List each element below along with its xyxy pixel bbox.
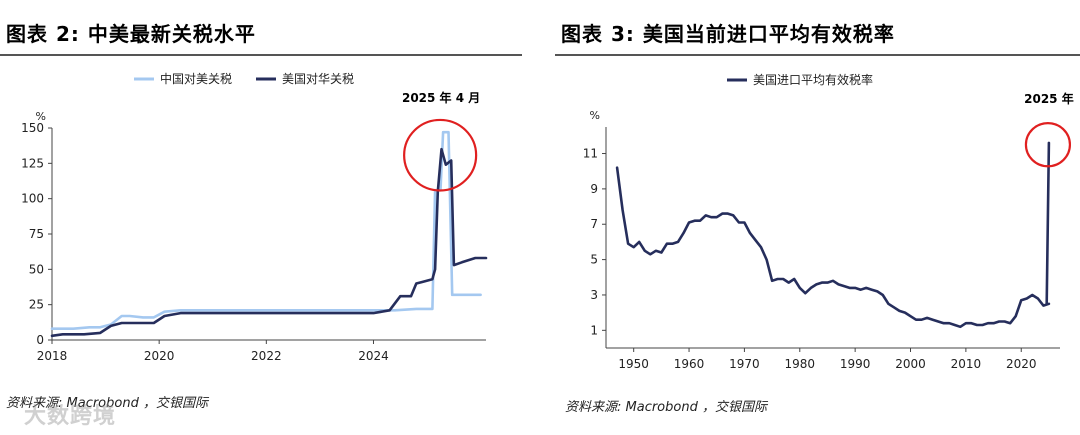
fig3-y-tick-label: 3 — [590, 288, 598, 302]
watermark: 大数跨境 — [24, 404, 117, 429]
figure-2-title: 图表 2: 中美最新关税水平 — [6, 22, 256, 46]
fig3-x-tick-label: 1990 — [840, 357, 871, 371]
fig3-series-line-0 — [615, 166, 1051, 329]
fig3-y-tick-label: 11 — [583, 147, 598, 161]
fig2-x-tick-label: 2022 — [251, 349, 282, 363]
fig2-x-tick-label: 2020 — [144, 349, 175, 363]
fig3-x-tick-label: 2000 — [895, 357, 926, 371]
fig3-y-unit: % — [590, 109, 600, 122]
fig3-y-tick-label: 9 — [590, 182, 598, 196]
figure-3-source: 资料来源: Macrobond ，交银国际 — [565, 400, 767, 415]
fig2-annotation-circle — [403, 118, 478, 192]
fig3-annotation-circle — [1024, 122, 1072, 168]
fig3-x-tick-label: 1980 — [785, 357, 816, 371]
fig2-legend-label-0: 中国对美关税 — [160, 71, 232, 86]
fig2-x-tick-label: 2018 — [37, 349, 68, 363]
figure-3-title-rule — [555, 54, 1080, 56]
fig2-annotation-label: 2025 年 4 月 — [402, 90, 480, 105]
fig2-y-tick-label: 100 — [21, 192, 44, 206]
fig3-series-line-1 — [1045, 141, 1051, 306]
figure-3-panel: 图表 3: 美国当前进口平均有效税率 % 1 3 5 7 9 11 1950 1960 1970 1… — [555, 0, 1080, 435]
fig3-y-tick-label: 5 — [590, 253, 598, 267]
figure-3-chart: % 1 3 5 7 9 11 1950 1960 1970 1980 1990 2000 2010 2020… — [583, 72, 1074, 371]
fig3-x-tick-label: 2010 — [951, 357, 982, 371]
fig2-series-line-0 — [50, 130, 482, 331]
fig3-annotation-label: 2025 年 — [1024, 91, 1074, 106]
fig2-y-unit: % — [36, 110, 46, 123]
fig2-y-tick-label: 75 — [29, 227, 44, 241]
fig3-x-tick-label: 2020 — [1006, 357, 1037, 371]
figure-2-chart: % 0 25 50 75 100 125 150 2018 2020 2022 2024 中国对美关税 美… — [21, 71, 488, 363]
fig3-x-tick-label: 1950 — [618, 357, 649, 371]
fig2-x-tick-label: 2024 — [358, 349, 389, 363]
figure-3-title: 图表 3: 美国当前进口平均有效税率 — [561, 22, 895, 46]
fig2-series-line-1 — [50, 147, 488, 338]
figure-2-panel: 图表 2: 中美最新关税水平 % 0 25 50 75 100 125 150 2018 2020… — [0, 0, 530, 435]
fig3-y-tick-label: 1 — [590, 323, 598, 337]
fig2-y-tick-label: 150 — [21, 121, 44, 135]
fig3-x-tick-label: 1960 — [674, 357, 705, 371]
fig2-y-tick-label: 25 — [29, 298, 44, 312]
fig3-x-tick-label: 1970 — [729, 357, 760, 371]
fig2-y-tick-label: 125 — [21, 156, 44, 170]
figure-2-source: 资料来源: Macrobond ，交银国际 — [6, 396, 208, 411]
fig2-legend-label-1: 美国对华关税 — [282, 72, 354, 86]
figure-2-title-rule — [0, 54, 522, 56]
fig3-y-tick-label: 7 — [590, 217, 598, 231]
fig3-legend-label-0: 美国进口平均有效税率 — [753, 72, 873, 87]
fig2-y-tick-label: 50 — [29, 262, 44, 276]
fig2-y-tick-label: 0 — [36, 333, 44, 347]
